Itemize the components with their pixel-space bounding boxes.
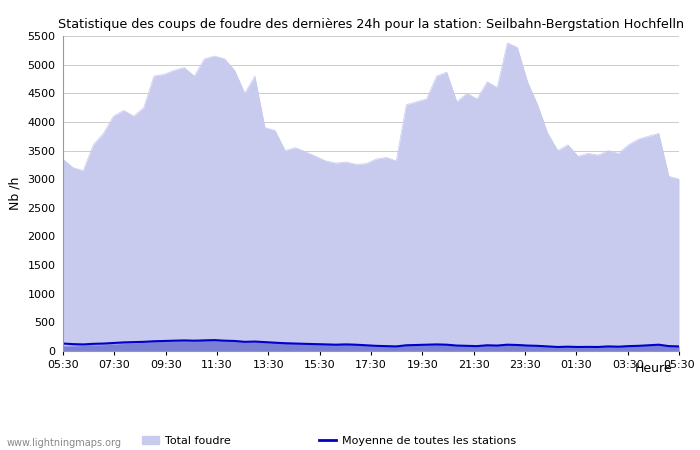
Title: Statistique des coups de foudre des dernières 24h pour la station: Seilbahn-Berg: Statistique des coups de foudre des dern… xyxy=(58,18,684,31)
Y-axis label: Nb /h: Nb /h xyxy=(8,177,22,210)
Text: www.lightningmaps.org: www.lightningmaps.org xyxy=(7,438,122,448)
Text: Heure: Heure xyxy=(634,362,672,375)
